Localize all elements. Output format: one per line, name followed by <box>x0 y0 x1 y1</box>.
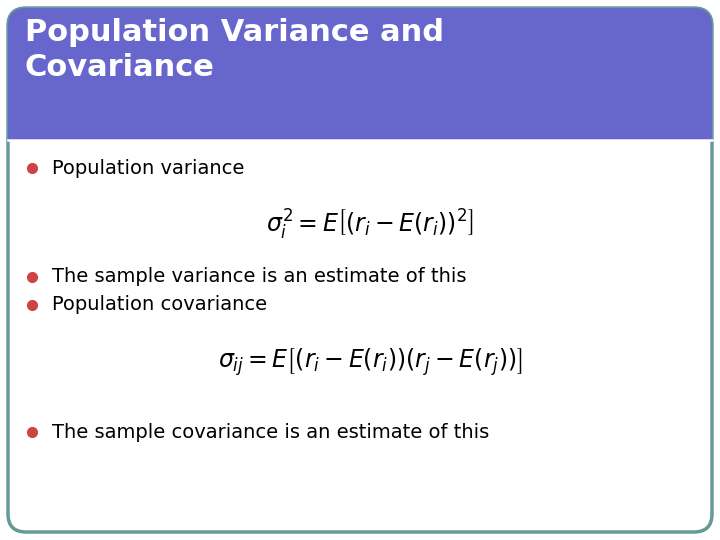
FancyBboxPatch shape <box>8 8 712 140</box>
Bar <box>8 115 712 140</box>
Text: Population variance: Population variance <box>52 159 244 178</box>
Text: Population Variance and
Covariance: Population Variance and Covariance <box>25 18 444 82</box>
FancyBboxPatch shape <box>8 8 712 532</box>
Text: $\sigma_i^2 = E\left[(r_i - E(r_i))^2\right]$: $\sigma_i^2 = E\left[(r_i - E(r_i))^2\ri… <box>266 208 474 242</box>
Text: The sample variance is an estimate of this: The sample variance is an estimate of th… <box>52 267 467 287</box>
Text: The sample covariance is an estimate of this: The sample covariance is an estimate of … <box>52 422 490 442</box>
Text: Population covariance: Population covariance <box>52 295 267 314</box>
Text: $\sigma_{ij} = E\left[(r_i - E(r_i))(r_j - E(r_j))\right]$: $\sigma_{ij} = E\left[(r_i - E(r_i))(r_j… <box>217 346 522 378</box>
